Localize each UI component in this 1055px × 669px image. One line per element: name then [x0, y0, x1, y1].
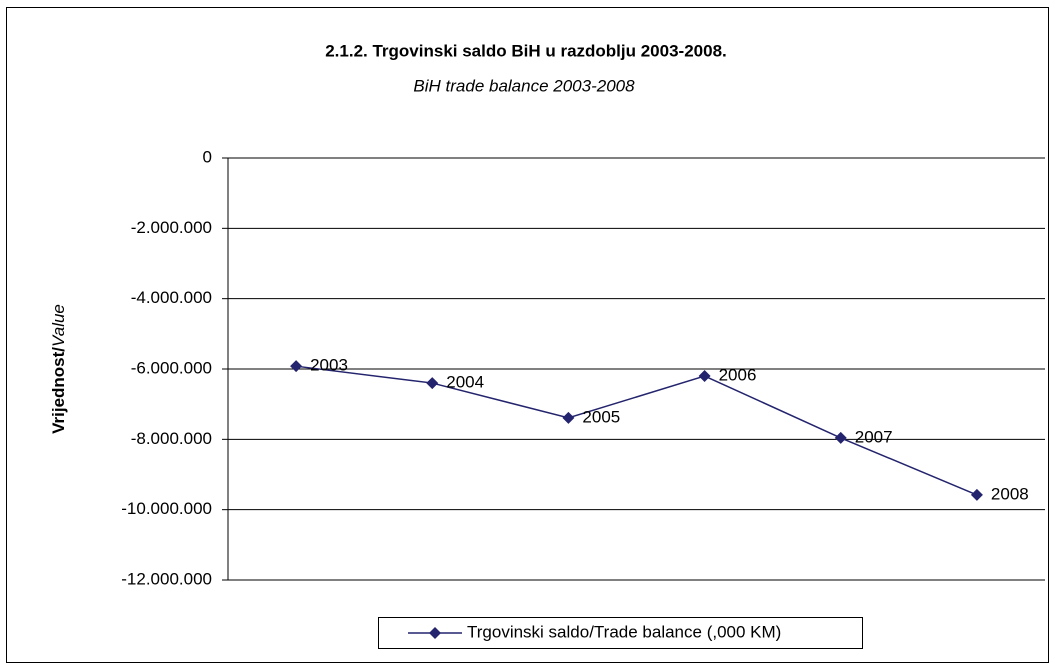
- point-label: 2008: [991, 484, 1029, 503]
- point-label: 2004: [446, 373, 484, 392]
- y-axis-label-en: Value: [49, 304, 68, 347]
- point-label: 2005: [582, 407, 620, 426]
- series-line: [295, 365, 978, 496]
- point-marker: [698, 370, 711, 383]
- y-axis-label: Vrijednost/Value: [49, 304, 68, 434]
- y-tick-label: -2.000.000: [131, 218, 212, 237]
- point-marker: [970, 488, 983, 501]
- y-tick-label: -6.000.000: [131, 358, 212, 377]
- y-tick-label: -4.000.000: [131, 288, 212, 307]
- chart-frame: [6, 7, 1049, 663]
- chart-subtitle: BiH trade balance 2003-2008: [413, 76, 635, 95]
- point-label: 2003: [310, 356, 348, 375]
- legend-marker: [429, 627, 441, 639]
- point-marker: [426, 377, 439, 390]
- legend-label: Trgovinski saldo/Trade balance (,000 KM): [467, 622, 781, 641]
- y-tick-label: -12.000.000: [121, 569, 212, 588]
- y-tick-label: -8.000.000: [131, 429, 212, 448]
- point-marker: [290, 360, 303, 373]
- point-marker: [834, 431, 847, 444]
- y-axis-label-main: Vrijednost/: [49, 347, 68, 434]
- point-marker: [562, 411, 575, 424]
- point-label: 2006: [719, 366, 757, 385]
- chart-title: 2.1.2. Trgovinski saldo BiH u razdoblju …: [325, 41, 727, 60]
- y-tick-label: 0: [203, 147, 212, 166]
- y-tick-label: -10.000.000: [121, 499, 212, 518]
- point-label: 2007: [855, 427, 893, 446]
